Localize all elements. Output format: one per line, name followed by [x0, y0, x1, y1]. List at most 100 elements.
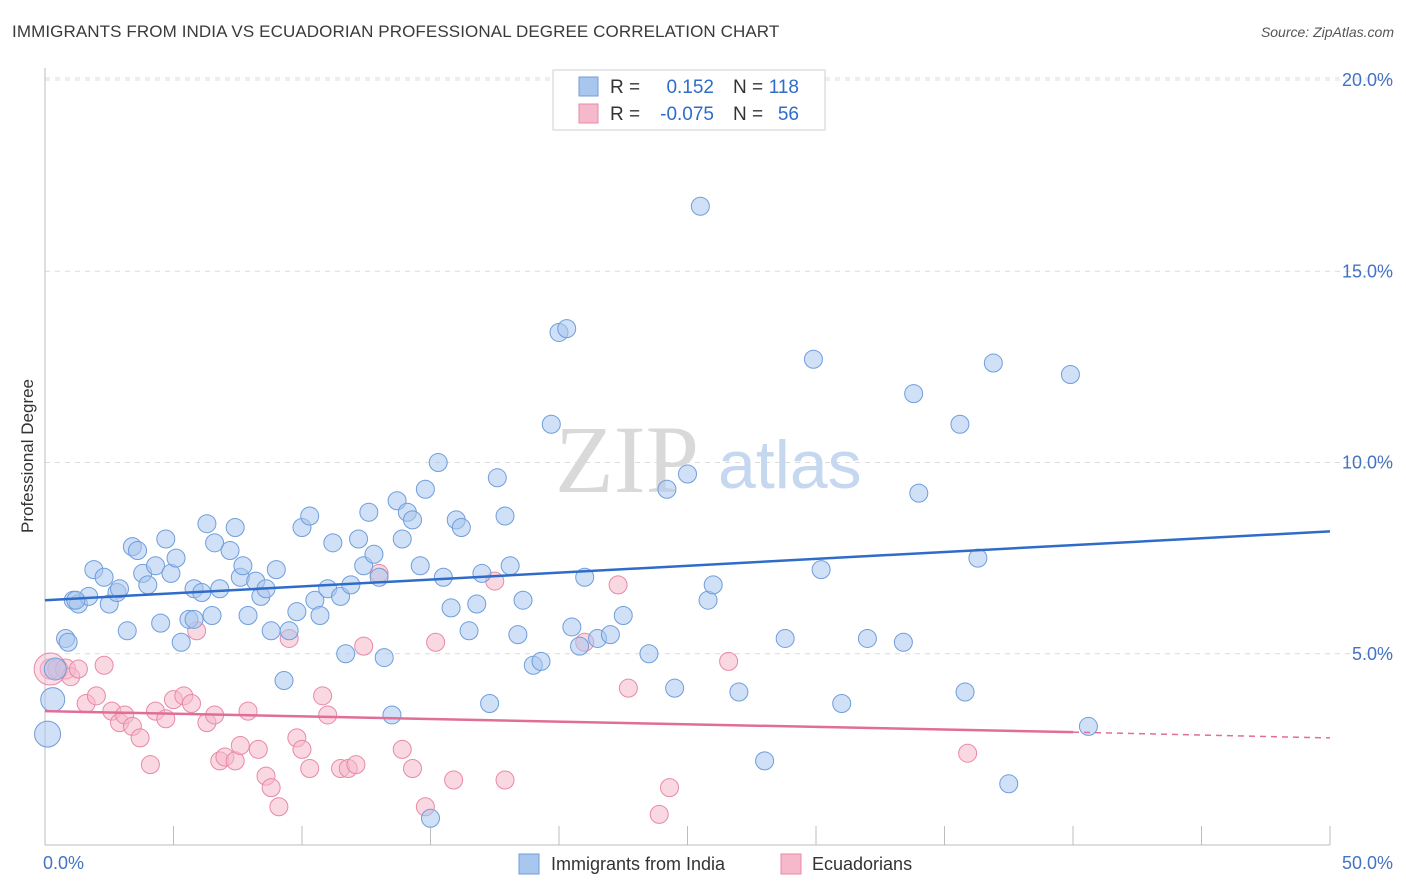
- watermark-atlas: atlas: [718, 427, 862, 503]
- ecuadorians-point: [649, 804, 669, 824]
- ecuadorians-point: [958, 743, 978, 763]
- india-point: [451, 518, 471, 538]
- india-point: [639, 644, 659, 664]
- india-point: [508, 625, 528, 645]
- india-point: [300, 506, 320, 526]
- india-point: [66, 590, 86, 610]
- india-point: [472, 563, 492, 583]
- legend-box: R = 0.152 N = 118 R = -0.075 N = 56: [552, 69, 826, 131]
- india-point: [557, 319, 577, 339]
- y-tick-label: 15.0%: [1342, 261, 1393, 281]
- india-point: [665, 678, 685, 698]
- india-point: [138, 575, 158, 595]
- india-point: [999, 774, 1019, 794]
- india-trend-line: [44, 530, 1331, 602]
- india-point: [755, 751, 775, 771]
- india-point: [775, 628, 795, 648]
- india-point: [480, 693, 500, 713]
- india-point: [1060, 365, 1080, 385]
- india-point: [562, 617, 582, 637]
- india-point: [909, 483, 929, 503]
- india-point: [94, 567, 114, 587]
- india-point: [266, 560, 286, 580]
- ecuadorians-point: [248, 739, 268, 759]
- india-point: [261, 621, 281, 641]
- bottom-legend: Immigrants from India Ecuadorians: [518, 853, 912, 875]
- india-point: [274, 671, 294, 691]
- legend-r-value-india: 0.152: [666, 77, 714, 98]
- india-point: [904, 384, 924, 404]
- india-point: [117, 621, 137, 641]
- india-point: [220, 540, 240, 560]
- ecuadorians-point: [261, 778, 281, 798]
- bottom-legend-swatch-india: [518, 853, 540, 875]
- ecuadorians-point: [68, 659, 88, 679]
- ecuadorians-point: [86, 686, 106, 706]
- legend-swatch-india: [578, 76, 599, 97]
- india-point: [410, 556, 430, 576]
- india-point: [487, 468, 507, 488]
- india-point: [570, 636, 590, 656]
- ecuadorians-point: [140, 755, 160, 775]
- india-point: [403, 510, 423, 530]
- india-point: [43, 657, 67, 681]
- india-point: [233, 556, 253, 576]
- india-point: [323, 533, 343, 553]
- india-point: [287, 602, 307, 622]
- india-point: [803, 349, 823, 369]
- india-point: [613, 606, 633, 625]
- ecuadorians-point: [608, 575, 628, 595]
- india-point: [678, 464, 697, 484]
- legend-r-label-india: R =: [610, 77, 640, 98]
- india-point: [541, 414, 561, 434]
- bottom-legend-label-india: Immigrants from India: [551, 854, 726, 874]
- watermark: ZIP atlas: [555, 406, 862, 513]
- ecuadorians-trend-extension: [1072, 731, 1331, 739]
- india-point: [34, 720, 62, 748]
- ecuadorians-point: [660, 778, 680, 798]
- legend-n-value-india: 118: [769, 77, 799, 98]
- india-point: [364, 544, 384, 564]
- ecuadorians-point: [354, 636, 374, 656]
- india-point: [495, 506, 515, 526]
- tick-labels: 5.0% 10.0% 15.0% 20.0% 0.0% 50.0%: [43, 70, 1393, 873]
- india-point: [729, 682, 749, 702]
- india-point: [359, 502, 379, 522]
- india-point: [156, 529, 176, 549]
- india-point: [336, 644, 356, 664]
- india-point: [197, 514, 217, 534]
- india-point: [205, 533, 225, 553]
- india-point: [968, 548, 988, 568]
- legend-r-value-ecuadorians: -0.075: [660, 104, 714, 125]
- ecuadorians-point: [495, 770, 515, 790]
- ecuadorians-point: [230, 736, 250, 756]
- ecuadorians-point: [392, 739, 412, 759]
- ecuadorians-point: [403, 759, 423, 778]
- india-point: [151, 613, 171, 633]
- india-point: [950, 414, 970, 434]
- y-tick-label: 5.0%: [1352, 644, 1393, 664]
- india-point: [983, 353, 1003, 373]
- india-point: [500, 556, 520, 576]
- ecuadorians-point: [181, 693, 201, 713]
- india-point: [382, 705, 402, 725]
- trend-lines: [44, 530, 1331, 739]
- ecuadorians-point: [269, 797, 289, 817]
- ecuadorians-point: [300, 759, 320, 778]
- legend-swatch-ecuadorians: [578, 103, 599, 124]
- india-point: [279, 621, 299, 641]
- india-point: [467, 594, 487, 614]
- ecuadorians-point: [94, 655, 114, 675]
- y-tick-label: 20.0%: [1342, 70, 1393, 90]
- india-point: [166, 548, 186, 568]
- india-point: [428, 453, 448, 472]
- india-point: [210, 579, 230, 599]
- india-point: [513, 590, 533, 610]
- bottom-legend-swatch-ecuadorians: [780, 853, 802, 875]
- india-point: [110, 579, 130, 599]
- watermark-zip: ZIP: [555, 406, 699, 513]
- india-point: [433, 567, 453, 587]
- india-point: [1078, 716, 1098, 736]
- ecuadorians-point: [238, 701, 258, 721]
